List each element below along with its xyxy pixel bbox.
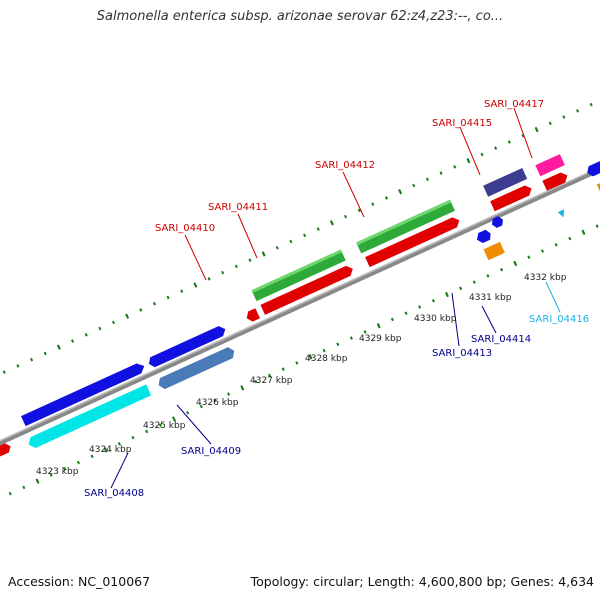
tick-label: 4331 kbp — [469, 293, 512, 303]
tick-label: 4332 kbp — [524, 273, 567, 283]
gene-arrow[interactable] — [0, 442, 13, 458]
gene-label[interactable]: SARI_04411 — [208, 202, 268, 213]
gene-arrow[interactable] — [535, 154, 565, 177]
gene-arrow[interactable] — [356, 199, 455, 254]
gene-arrow[interactable] — [585, 153, 600, 178]
genome-summary-text: Topology: circular; Length: 4,600,800 bp… — [250, 574, 594, 589]
gene-label[interactable]: SARI_04409 — [181, 446, 241, 457]
gene-arrow[interactable] — [26, 384, 152, 450]
gene-arrow[interactable] — [490, 183, 534, 212]
gene-arrow[interactable] — [490, 215, 505, 229]
tick-label: 4328 kbp — [305, 354, 348, 364]
tick-label: 4324 kbp — [89, 445, 132, 455]
gene-label[interactable]: SARI_04408 — [84, 488, 144, 499]
leader-lines — [110, 107, 561, 489]
gene-label[interactable]: SARI_04416 — [529, 314, 589, 325]
backbone — [0, 120, 600, 482]
gene-arrow[interactable] — [251, 249, 346, 302]
gene-label[interactable]: SARI_04415 — [432, 118, 492, 129]
gene-label[interactable]: SARI_04417 — [484, 99, 544, 110]
upper-guide — [0, 63, 600, 425]
tick-label: 4326 kbp — [196, 398, 239, 408]
tick-label: 4323 kbp — [36, 467, 79, 477]
gene-label[interactable]: SARI_04413 — [432, 348, 492, 359]
gene-features — [0, 153, 600, 458]
gene-label[interactable]: SARI_04414 — [471, 334, 531, 345]
gene-arrow[interactable] — [156, 345, 237, 390]
gene-arrow[interactable] — [475, 228, 493, 244]
gene-label[interactable]: SARI_04410 — [155, 223, 215, 234]
gene-arrow[interactable] — [483, 241, 505, 261]
gene-arrow[interactable] — [260, 264, 355, 315]
map-title: Salmonella enterica subsp. arizonae sero… — [96, 9, 504, 24]
gene-arrow[interactable] — [147, 324, 228, 369]
accession-text: Accession: NC_010067 — [8, 574, 151, 589]
gene-label[interactable]: SARI_04412 — [315, 160, 375, 171]
tick-label: 4329 kbp — [359, 334, 402, 344]
lower-guide — [0, 166, 600, 528]
gene-arrow[interactable] — [21, 361, 147, 427]
tick-label: 4330 kbp — [414, 314, 457, 324]
gene-arrow[interactable] — [365, 215, 461, 268]
gene-arrow[interactable] — [244, 308, 260, 323]
gene-labels: SARI_04408 SARI_04409 SARI_04410 SARI_04… — [84, 99, 589, 499]
gene-arrow[interactable] — [557, 209, 567, 218]
gene-arrow[interactable] — [483, 167, 528, 197]
tick-label: 4327 kbp — [250, 376, 293, 386]
tick-label: 4325 kbp — [143, 421, 186, 431]
gene-arrow[interactable] — [542, 170, 569, 191]
tick-labels: 4323 kbp 4324 kbp 4325 kbp 4326 kbp 4327… — [36, 273, 567, 477]
